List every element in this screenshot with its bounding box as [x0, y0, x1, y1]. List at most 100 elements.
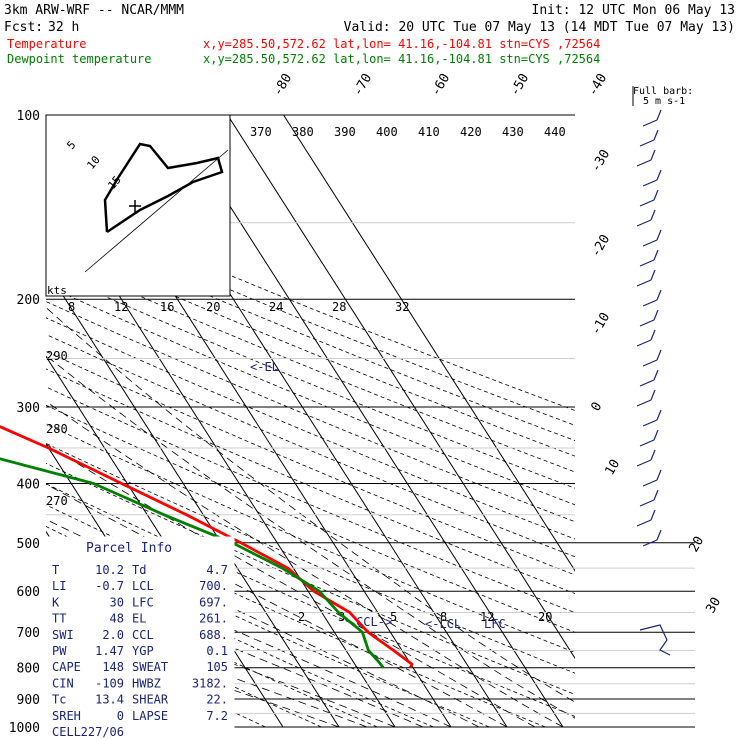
wind-barb	[642, 179, 658, 187]
parcel-key: T	[52, 563, 59, 577]
mixing-ratio-label: 5	[390, 610, 397, 624]
parcel-key: CCL	[132, 628, 154, 642]
level-annotation: CCL->	[356, 615, 392, 629]
wind-barb-cluster	[639, 624, 671, 656]
wind-barb	[636, 279, 652, 287]
wind-barb-flag	[653, 369, 659, 381]
wind-barb	[636, 399, 652, 407]
wind-barb	[639, 439, 655, 447]
mixing-ratio-label: 2	[298, 610, 305, 624]
parcel-key: TT	[52, 612, 66, 626]
wind-barb	[642, 299, 658, 307]
wind-barb	[642, 239, 658, 247]
theta-e-label: 410	[418, 125, 440, 139]
wind-barb-flag	[653, 429, 659, 441]
wind-barb-flag	[650, 329, 656, 341]
parcel-key: YGP	[132, 644, 154, 658]
wind-barb	[642, 539, 658, 547]
pressure-tick-label: 900	[17, 693, 40, 708]
wind-barb	[642, 359, 658, 367]
parcel-key: SHEAR	[132, 693, 169, 707]
parcel-value: 22.	[206, 693, 228, 707]
parcel-key: LAPSE	[132, 709, 168, 723]
parcel-value: 261.	[199, 612, 228, 626]
wind-barb-flag	[656, 409, 662, 421]
parcel-value: 697.	[199, 595, 228, 609]
theta-e-label: 420	[460, 125, 482, 139]
temperature-legend: Temperature	[7, 37, 86, 51]
isotherm-label: -50	[507, 71, 532, 99]
hodograph-trace	[103, 142, 224, 234]
parcel-value: 4.7	[206, 563, 228, 577]
parcel-key: CIN	[52, 676, 74, 690]
parcel-value: 0	[117, 709, 124, 723]
temperature-profile-line	[0, 425, 414, 669]
wind-barb-flag	[650, 149, 656, 161]
wind-barb	[639, 319, 655, 327]
isotherm-label: -10	[588, 310, 613, 338]
isotherm-line	[0, 115, 3, 727]
parcel-value: 10.2	[95, 563, 124, 577]
mixing-ratio-label: 32	[395, 300, 409, 314]
wind-barb-flag	[656, 469, 662, 481]
wind-barb-flag	[656, 229, 662, 241]
wind-barb-flag	[650, 389, 656, 401]
isotherm-label: 20	[686, 534, 707, 555]
moist-adiabat-line	[46, 548, 452, 727]
wind-barb-flag	[650, 509, 656, 521]
dry-adiabat-label: 270	[46, 494, 68, 508]
wind-barb	[639, 499, 655, 507]
parcel-value: 13.4	[95, 693, 124, 707]
wind-barb	[642, 119, 658, 127]
wind-barb	[642, 419, 658, 427]
wind-barb-flag	[650, 209, 656, 221]
isotherm-line	[46, 267, 340, 727]
wind-barb	[636, 339, 652, 347]
parcel-value: 7.2	[206, 709, 228, 723]
wind-barb	[639, 139, 655, 147]
mixing-ratio-label: 24	[269, 300, 283, 314]
parcel-key: HWBZ	[132, 676, 161, 690]
hodograph-storm-motion	[84, 149, 229, 273]
parcel-value: 3182.	[192, 676, 228, 690]
wind-barb	[636, 459, 652, 467]
mixing-ratio-label: 16	[160, 300, 174, 314]
isotherm-label: 0	[588, 400, 605, 414]
mixing-ratio-label: 12	[480, 610, 494, 624]
mixing-ratio-label: 28	[332, 300, 346, 314]
wind-barb-flag	[656, 109, 662, 121]
isotherm-label: -40	[585, 71, 610, 99]
parcel-value: -109	[95, 676, 124, 690]
parcel-key: SWEAT	[132, 660, 168, 674]
parcel-key: PW	[52, 644, 67, 658]
parcel-key: SWI	[52, 628, 74, 642]
theta-e-label: 400	[376, 125, 398, 139]
pressure-tick-label: 400	[17, 477, 40, 492]
parcel-value: 105	[206, 660, 228, 674]
wind-barb-flag	[653, 489, 659, 501]
level-annotation: <-EL	[250, 360, 279, 374]
valid-time: Valid: 20 UTC Tue 07 May 13 (14 MDT Tue …	[344, 20, 735, 35]
theta-e-label: 440	[544, 125, 566, 139]
mixing-ratio-label: 20	[206, 300, 220, 314]
parcel-info-panel: Parcel Info T 10.2 Td 4.7 LI -0.7 LCL 700. K 30 LF…	[45, 536, 235, 739]
wind-barb	[636, 219, 652, 227]
parcel-key: EL	[132, 612, 146, 626]
parcel-key: SREH	[52, 709, 81, 723]
mixing-ratio-label: 12	[114, 300, 128, 314]
parcel-value: 1.47	[95, 644, 124, 658]
wind-barb-flag	[656, 289, 662, 301]
parcel-value: 148	[102, 660, 124, 674]
parcel-value: 688.	[199, 628, 228, 642]
parcel-value: 0.1	[206, 644, 228, 658]
parcel-value: 2.0	[102, 628, 124, 642]
dry-adiabat-label: 290	[46, 349, 68, 363]
model-title: 3km ARW-WRF -- NCAR/MMM	[4, 3, 184, 18]
theta-e-label: 380	[292, 125, 314, 139]
wind-barb	[639, 259, 655, 267]
isotherm-label: 30	[703, 595, 724, 616]
mixing-ratio-label: 8	[440, 610, 447, 624]
parcel-value: 48	[110, 612, 124, 626]
